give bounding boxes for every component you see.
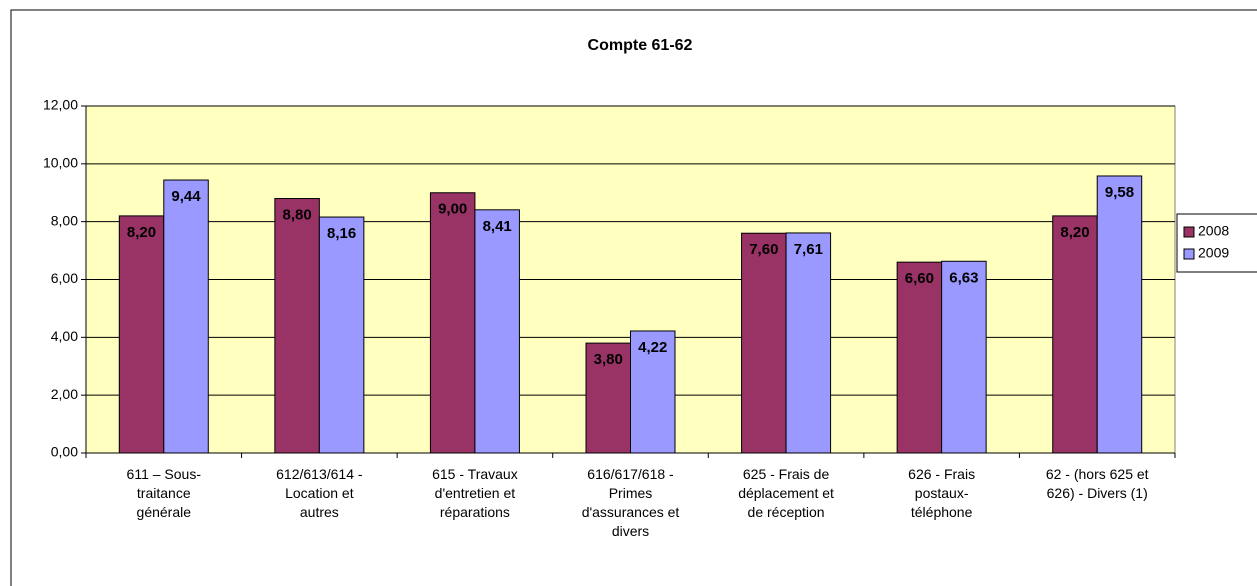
bar [785, 232, 832, 454]
bar [429, 192, 476, 454]
bar [585, 342, 631, 454]
data-label: 8,41 [483, 218, 512, 235]
data-label: 9,44 [171, 188, 201, 205]
y-tick-label: 12,00 [43, 97, 78, 113]
bar [474, 209, 520, 454]
legend-label: 2008 [1198, 223, 1229, 239]
data-label: 8,20 [127, 224, 156, 241]
bar [318, 216, 365, 454]
y-tick-label: 10,00 [43, 155, 78, 171]
bar [741, 232, 787, 454]
x-tick-label: 611 – Sous- traitance générale [126, 466, 202, 520]
data-label: 3,80 [594, 351, 623, 368]
data-label: 8,16 [327, 225, 356, 242]
bar [1096, 175, 1143, 454]
bar [896, 261, 943, 454]
data-label: 6,60 [905, 270, 934, 287]
y-tick-label: 2,00 [51, 386, 78, 402]
y-tick-label: 4,00 [51, 328, 78, 344]
bar [118, 215, 165, 454]
x-tick-label: 616/617/618 - Primes d'assurances et div… [581, 466, 680, 539]
data-label: 4,22 [638, 339, 667, 356]
x-tick-label: 625 - Frais de déplacement et de récepti… [738, 466, 834, 520]
x-tick-label: 612/613/614 - Location et autres [276, 466, 363, 520]
y-tick-label: 6,00 [51, 270, 78, 286]
legend-swatch [1183, 226, 1195, 238]
data-label: 9,00 [438, 201, 467, 218]
legend-label: 2009 [1198, 245, 1229, 261]
data-label: 7,61 [794, 241, 823, 258]
data-label: 9,58 [1105, 184, 1134, 201]
x-tick-label: 626 - Frais postaux- téléphone [908, 466, 976, 520]
bar [941, 260, 987, 454]
data-label: 7,60 [749, 241, 778, 258]
data-label: 8,20 [1060, 224, 1089, 241]
y-tick-label: 0,00 [51, 444, 78, 460]
bar [630, 330, 676, 454]
bar [163, 179, 209, 454]
chart-title: Compte 61-62 [588, 37, 693, 54]
data-label: 8,80 [283, 207, 312, 224]
legend-box [1176, 213, 1257, 273]
y-tick-label: 8,00 [51, 212, 78, 228]
legend-swatch [1183, 248, 1195, 260]
x-tick-label: 615 - Travaux d'entretien et réparations [432, 466, 518, 520]
bar [274, 198, 320, 454]
x-tick-label: 62 - (hors 625 et 626) - Divers (1) [1045, 466, 1149, 501]
bar [1052, 215, 1098, 454]
data-label: 6,63 [949, 269, 978, 286]
